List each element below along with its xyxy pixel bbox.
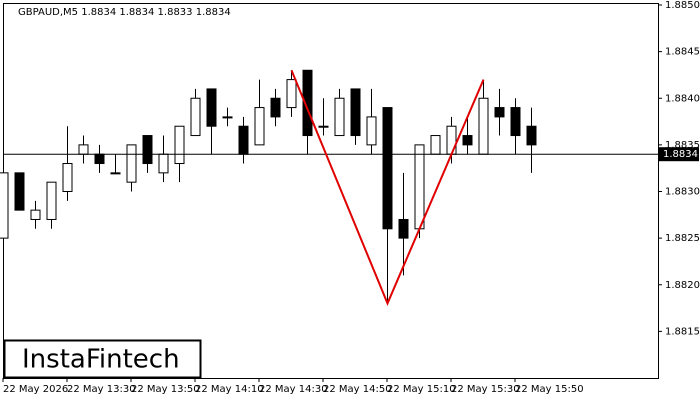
candle-body xyxy=(46,181,57,220)
candle-body xyxy=(286,79,297,109)
candle-body xyxy=(158,153,169,174)
y-tick-label: 1.8815 xyxy=(665,326,700,337)
candle-body xyxy=(446,125,457,155)
candle-body xyxy=(494,107,505,118)
x-tick-label: 22 May 14:10 xyxy=(195,384,264,395)
y-tick-label: 1.8840 xyxy=(665,93,700,104)
brand-logo: InstaFintech xyxy=(22,345,180,375)
x-tick-label: 22 May 15:10 xyxy=(387,384,456,395)
y-tick-label: 1.8825 xyxy=(665,233,700,244)
x-tick-label: 22 May 15:50 xyxy=(515,384,584,395)
candle-body xyxy=(78,144,89,155)
candle-body xyxy=(222,116,233,119)
candle-body xyxy=(238,125,249,155)
candle-body xyxy=(462,135,473,146)
pattern-line xyxy=(290,69,485,306)
candle-body xyxy=(30,209,41,220)
candle-body xyxy=(94,153,105,165)
candle-body xyxy=(174,125,185,165)
x-tick-label: 22 May 13:30 xyxy=(67,384,136,395)
chart-title: GBPAUD,M5 1.8834 1.8834 1.8833 1.8834 xyxy=(18,7,231,18)
candle-body xyxy=(350,88,361,137)
x-tick-label: 22 May 13:50 xyxy=(131,384,200,395)
candle-body xyxy=(334,97,345,137)
candle-body xyxy=(382,107,393,230)
candle-body xyxy=(190,97,201,137)
candle-body xyxy=(510,107,521,137)
x-tick-label: 22 May 14:30 xyxy=(259,384,328,395)
plot-frame xyxy=(3,3,659,379)
y-tick-label: 1.8820 xyxy=(665,280,700,291)
candle-body xyxy=(142,135,153,165)
candle-body xyxy=(110,172,121,175)
candle-body xyxy=(366,116,377,146)
candle-body xyxy=(206,88,217,127)
y-tick-label: 1.8830 xyxy=(665,187,700,198)
y-tick-label: 1.8835 xyxy=(665,140,700,151)
x-tick-label: 22 May 14:50 xyxy=(323,384,392,395)
candle-body xyxy=(526,125,537,146)
candle-body xyxy=(270,97,281,118)
candle-body xyxy=(302,69,313,137)
last-price-box xyxy=(659,147,699,162)
candle-body xyxy=(318,125,329,128)
candle-body xyxy=(0,172,9,239)
candle-body xyxy=(398,218,409,239)
candle-body xyxy=(126,144,137,183)
y-tick-label: 1.8850 xyxy=(665,0,700,11)
candle-body xyxy=(254,107,265,146)
candle-body xyxy=(414,144,425,230)
x-tick-label: 22 May 2026 xyxy=(3,384,68,395)
y-tick-label: 1.8845 xyxy=(665,47,700,58)
candle-body xyxy=(478,97,489,155)
candle-body xyxy=(430,135,441,155)
logo-box xyxy=(3,339,202,379)
x-tick-label: 22 May 15:30 xyxy=(451,384,520,395)
last-price-label: 1.8834 xyxy=(663,149,698,160)
candle-body xyxy=(62,163,73,192)
candle-body xyxy=(14,172,25,211)
